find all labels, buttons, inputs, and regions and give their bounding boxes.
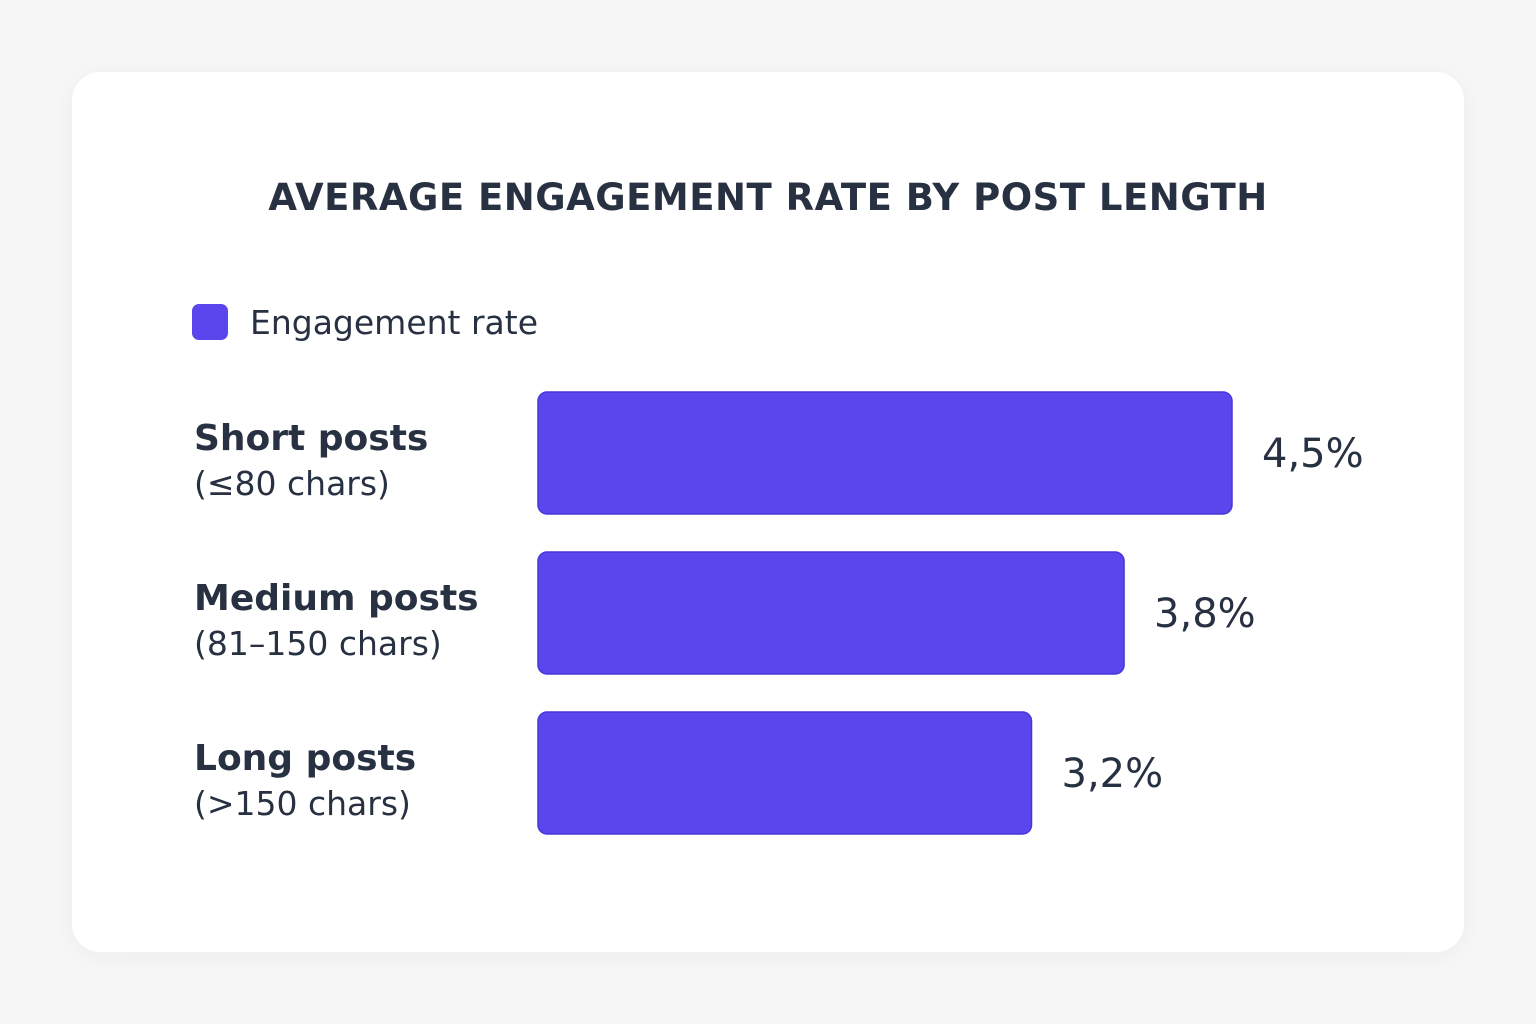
- category-sublabel-3: (>150 chars): [194, 784, 411, 823]
- legend-label: Engagement rate: [250, 302, 539, 342]
- category-sublabel-1: (≤80 chars): [194, 464, 390, 503]
- category-sublabel-2: (81–150 chars): [194, 624, 442, 663]
- category-label-2: Medium posts: [194, 578, 479, 619]
- legend-swatch: [192, 304, 228, 340]
- bar-3: [537, 711, 1033, 835]
- value-label-2: 3,8%: [1154, 591, 1256, 637]
- value-label-3: 3,2%: [1062, 751, 1164, 797]
- bar-2: [537, 551, 1125, 675]
- chart-title: AVERAGE ENGAGEMENT RATE BY POST LENGTH: [268, 176, 1268, 219]
- bar-1: [537, 391, 1233, 515]
- category-label-3: Long posts: [194, 738, 416, 779]
- legend: Engagement rate: [192, 302, 539, 342]
- category-label-1: Short posts: [194, 418, 428, 459]
- value-label-1: 4,5%: [1262, 431, 1364, 477]
